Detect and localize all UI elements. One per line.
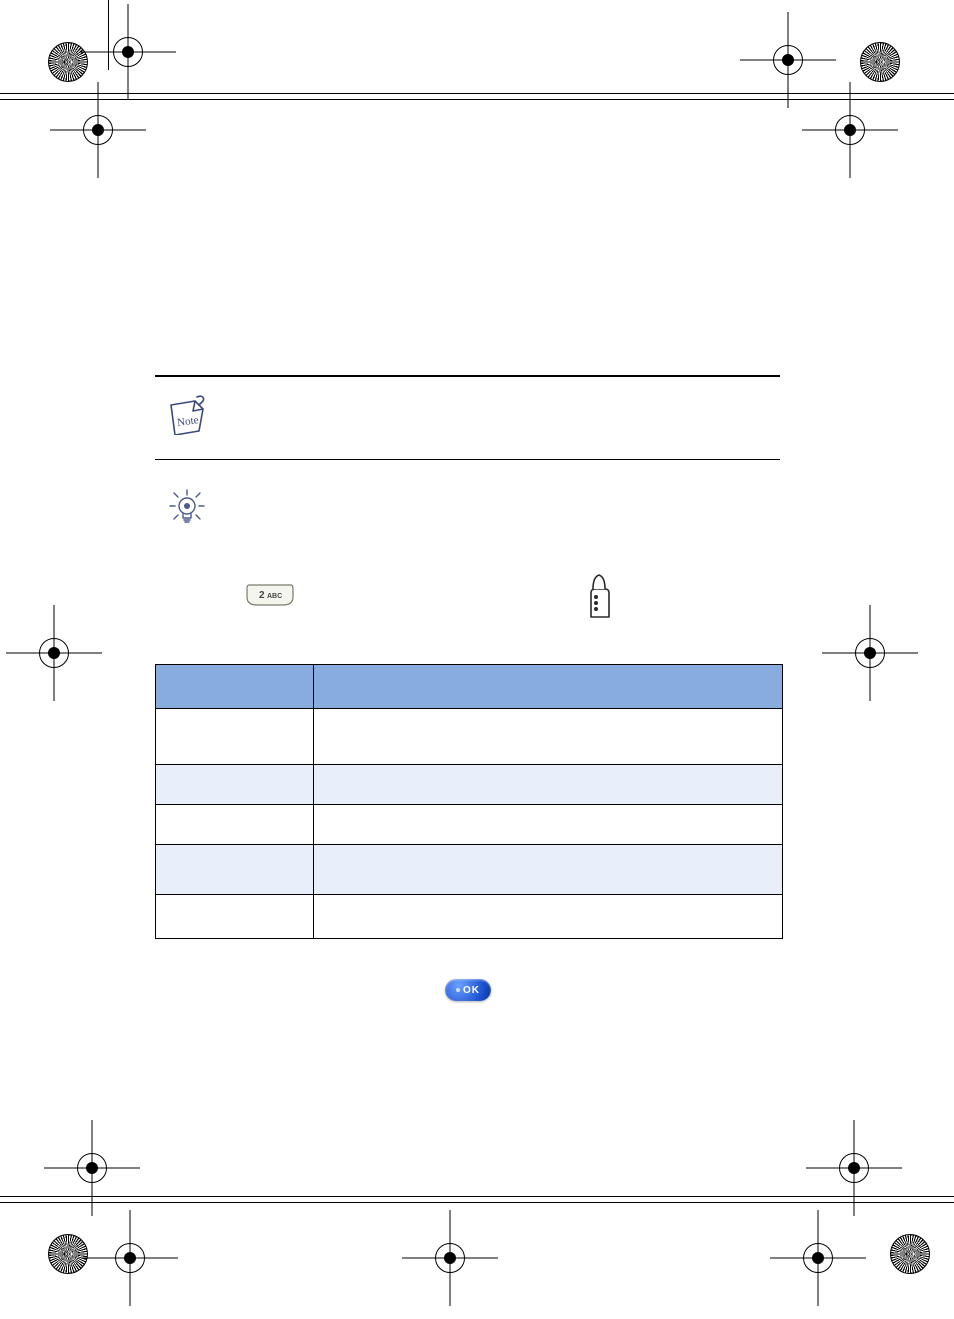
options-table [155, 664, 783, 939]
table-row [156, 805, 783, 845]
table-header-cell [156, 665, 314, 709]
inline-keys-row: 2 ABC [155, 533, 780, 624]
registration-mark-icon [890, 1234, 930, 1274]
crosshair-icon [832, 112, 868, 148]
table-cell [314, 895, 783, 939]
page-content: Note [155, 375, 780, 1001]
registration-mark-icon [48, 42, 88, 82]
table-cell [314, 805, 783, 845]
tip-block [155, 460, 780, 533]
ok-button-label: OK [463, 985, 480, 996]
registration-mark-icon [860, 42, 900, 82]
page-rule-bottom-1 [0, 1196, 954, 1197]
crosshair-icon [800, 1240, 836, 1276]
phone-flip-icon [585, 573, 615, 624]
page-rule-vertical-stub [108, 0, 109, 70]
table-cell [156, 845, 314, 895]
table-cell [314, 765, 783, 805]
table-row [156, 845, 783, 895]
table-cell [156, 895, 314, 939]
crosshair-icon [36, 635, 72, 671]
svg-text:Note: Note [176, 414, 199, 429]
crosshair-icon [110, 34, 146, 70]
ok-button-row: OK [155, 939, 780, 1001]
registration-mark-icon [48, 1234, 88, 1274]
key-2abc-icon: 2 ABC [245, 583, 295, 614]
ok-button[interactable]: OK [445, 979, 491, 1001]
table-cell [314, 845, 783, 895]
lightbulb-icon [169, 484, 205, 533]
crosshair-icon [112, 1240, 148, 1276]
table-row [156, 709, 783, 765]
crosshair-icon [852, 635, 888, 671]
note-block: Note [155, 377, 780, 459]
svg-text:2: 2 [259, 590, 265, 601]
crosshair-icon [432, 1240, 468, 1276]
table-header-row [156, 665, 783, 709]
crosshair-icon [836, 1150, 872, 1186]
table-cell [314, 709, 783, 765]
crosshair-icon [74, 1150, 110, 1186]
page-rule-bottom-2 [0, 1202, 954, 1203]
table-header-cell [314, 665, 783, 709]
crosshair-icon [770, 42, 806, 78]
page-rule-top-2 [0, 99, 954, 100]
svg-text:ABC: ABC [267, 593, 282, 600]
note-icon: Note [165, 395, 213, 435]
table-cell [156, 709, 314, 765]
page-rule-top-1 [0, 93, 954, 94]
table-cell [156, 805, 314, 845]
table-row [156, 765, 783, 805]
table-cell [156, 765, 314, 805]
crosshair-icon [80, 112, 116, 148]
table-row [156, 895, 783, 939]
